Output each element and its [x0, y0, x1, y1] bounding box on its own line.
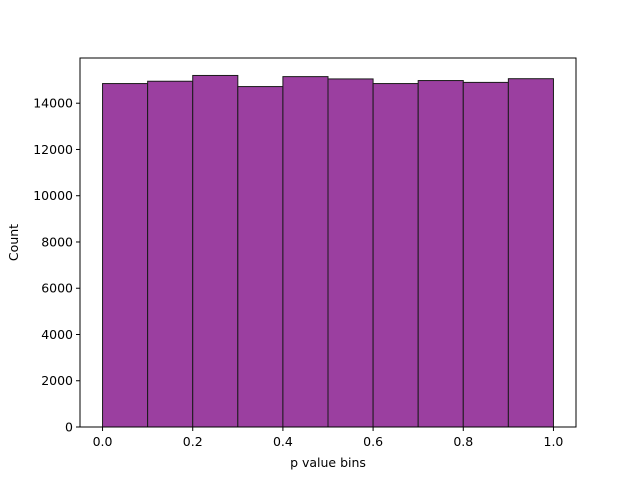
y-tick-label-0: 0 [65, 420, 73, 435]
y-tick-label-5: 10000 [33, 188, 73, 203]
x-tick-label-2: 0.4 [273, 434, 293, 449]
y-tick-label-7: 14000 [33, 96, 73, 111]
histogram-bar-9 [507, 78, 554, 428]
x-tick-label-4: 0.8 [453, 434, 473, 449]
histogram-bar-7 [417, 80, 464, 428]
x-tick-label-0: 0.0 [93, 434, 113, 449]
x-axis: 0.0 0.2 0.4 0.6 0.8 1.0 [93, 427, 564, 449]
x-axis-label: p value bins [290, 455, 366, 470]
y-tick-label-3: 6000 [41, 281, 73, 296]
y-tick-label-1: 2000 [41, 373, 73, 388]
histogram-bar-6 [372, 83, 419, 428]
histogram-bar-1 [147, 80, 194, 428]
histogram-bar-4 [282, 76, 329, 428]
bars-group [102, 74, 554, 428]
histogram-bar-3 [237, 86, 284, 428]
x-tick-label-3: 0.6 [363, 434, 383, 449]
y-tick-label-6: 12000 [33, 142, 73, 157]
histogram-bar-5 [327, 78, 374, 428]
y-tick-label-4: 8000 [41, 234, 73, 249]
plot-frame [79, 57, 577, 428]
histogram-bar-2 [192, 74, 239, 428]
histogram-bar-8 [462, 81, 509, 428]
x-tick-label-5: 1.0 [544, 434, 564, 449]
y-tick-label-2: 4000 [41, 327, 73, 342]
y-axis-label: Count [6, 224, 21, 261]
histogram-bar-0 [102, 83, 149, 428]
x-tick-label-1: 0.2 [183, 434, 203, 449]
y-axis: 0 2000 4000 6000 8000 10000 12000 14000 [33, 96, 80, 435]
